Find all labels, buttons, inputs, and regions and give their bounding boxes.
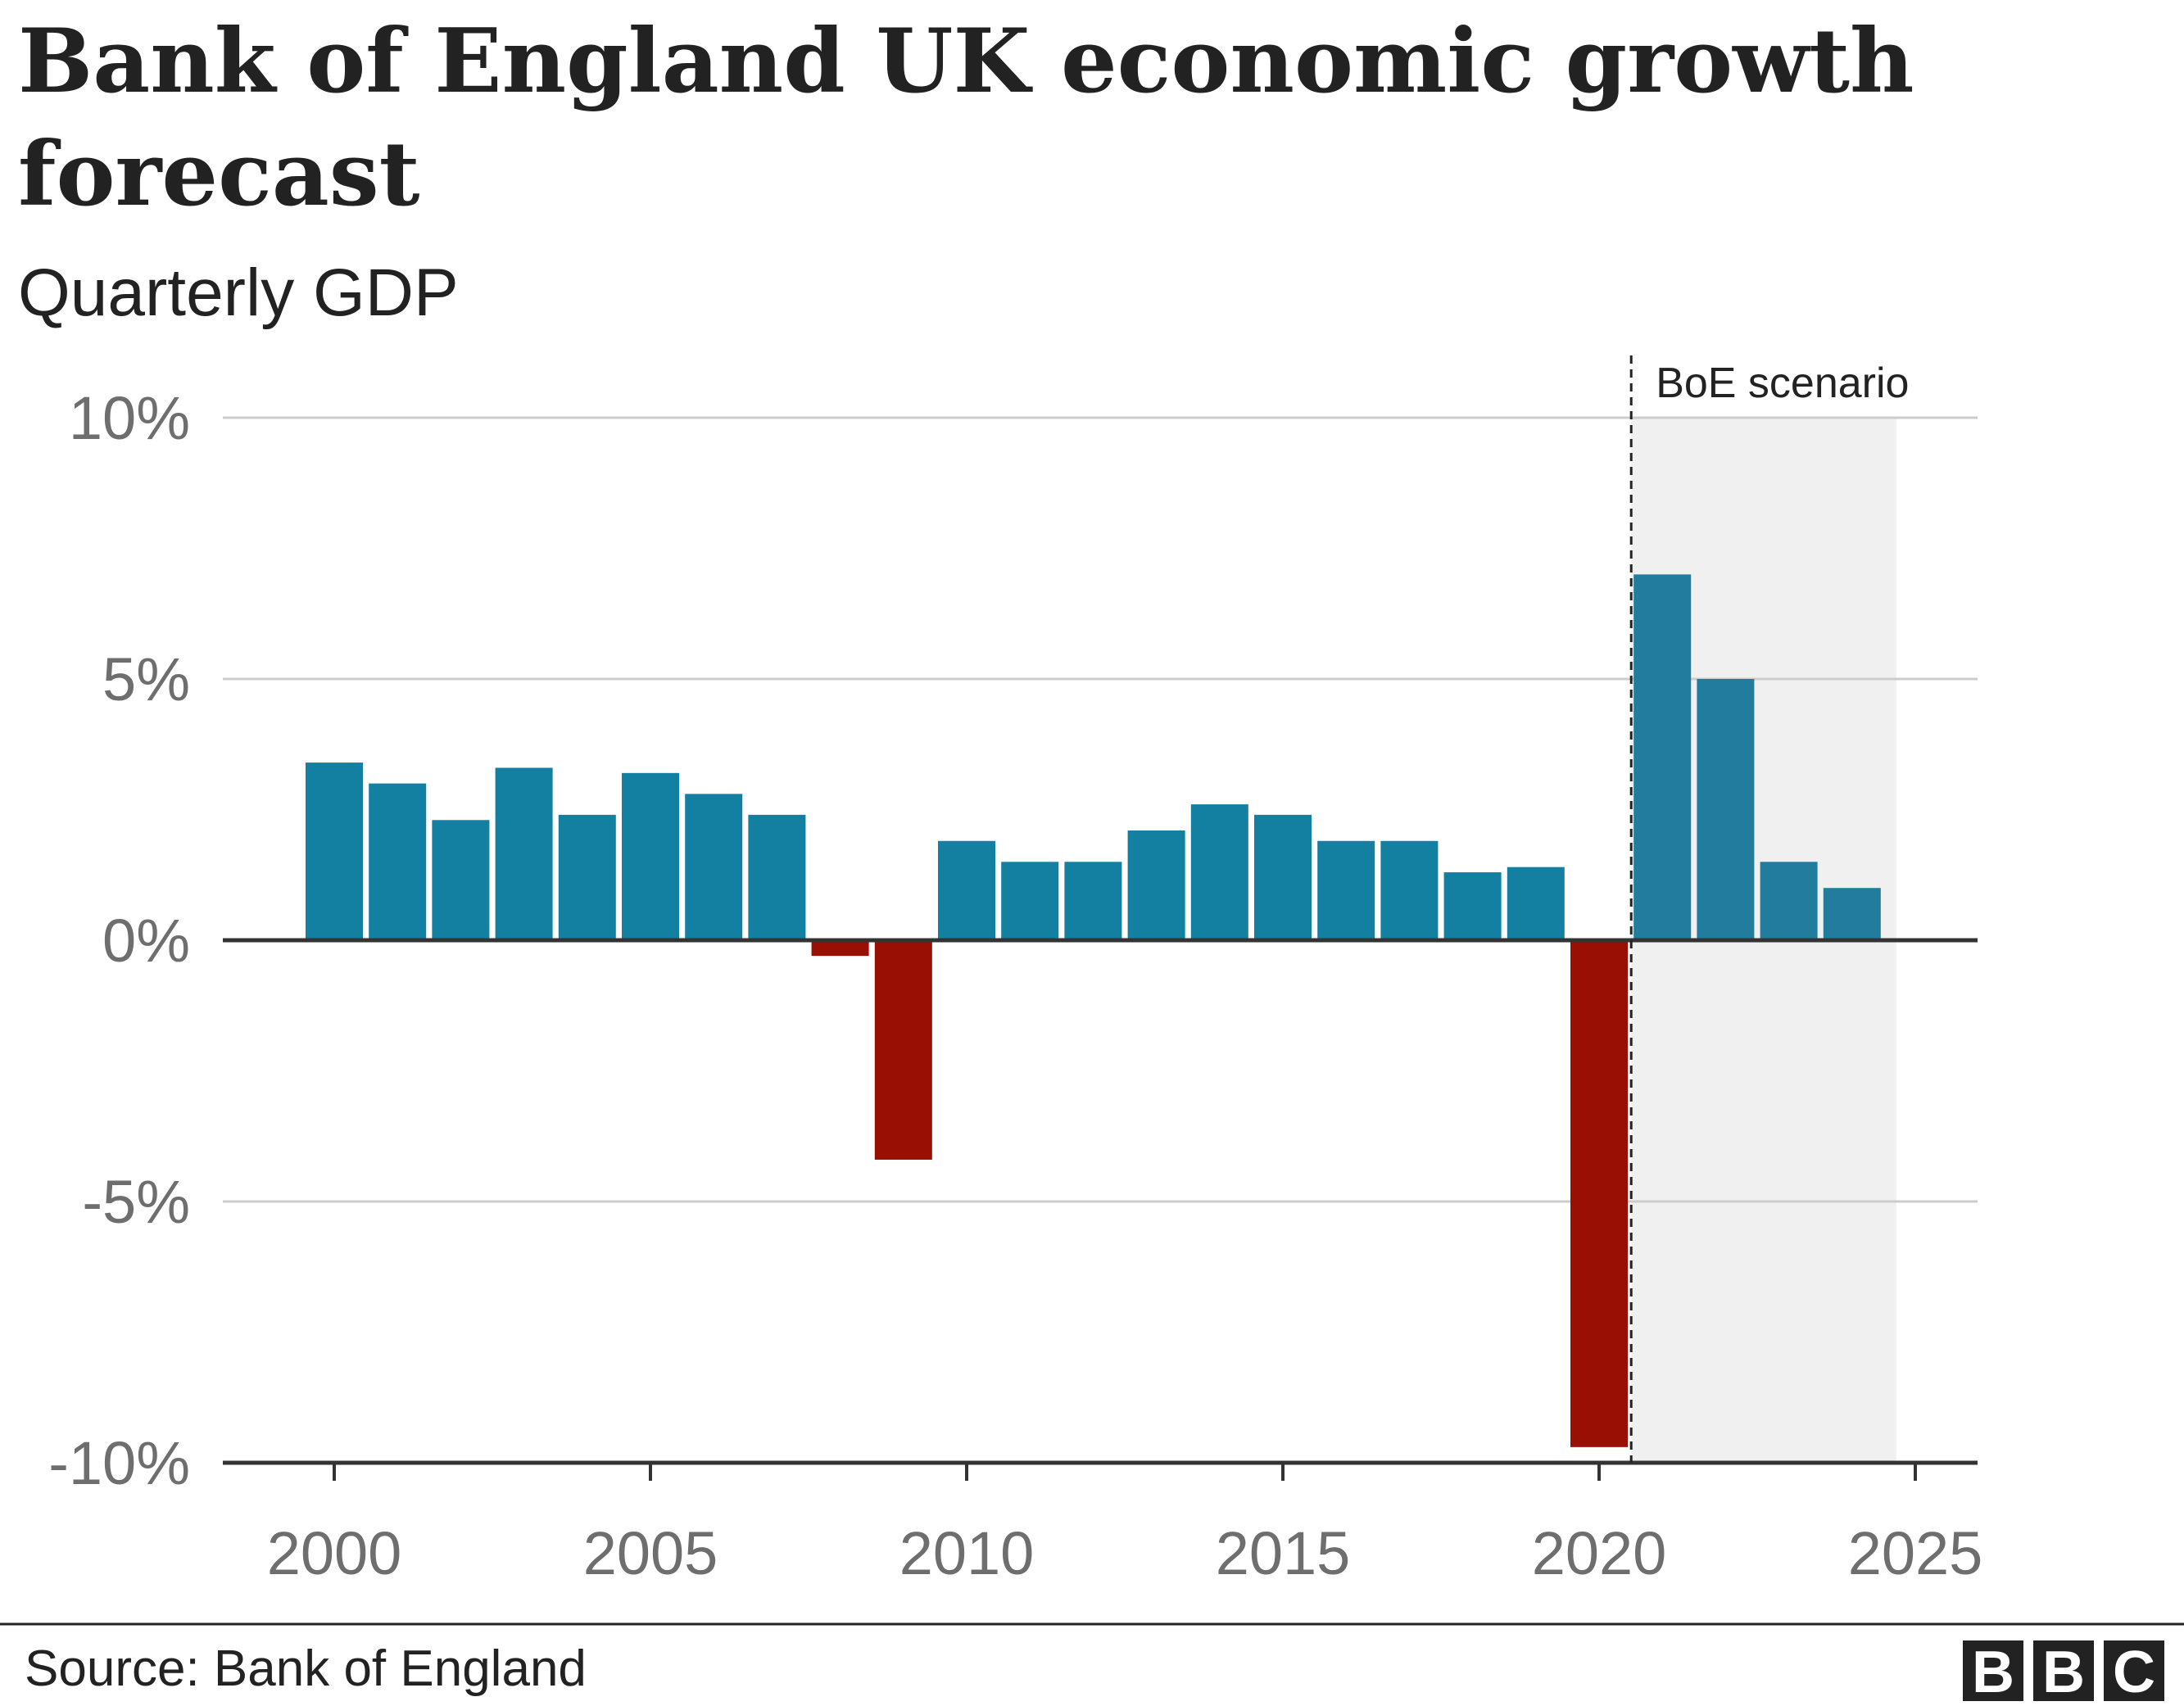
bar-2010 xyxy=(938,840,995,940)
svg-text:B: B xyxy=(2042,1640,2085,1705)
x-tick-label: 2015 xyxy=(1216,1519,1351,1587)
bar-2001 xyxy=(369,783,427,940)
bar-2021 xyxy=(1633,574,1692,940)
bbc-logo: B B C xyxy=(1963,1640,2164,1705)
plot-area: 10% 5% 0% -5% -10% 2000 2005 2010 2015 2020 2025 Bo… xyxy=(48,355,1982,1587)
bar-2018 xyxy=(1443,872,1502,940)
bar-2012 xyxy=(1064,862,1122,940)
x-tick-label: 2000 xyxy=(267,1519,402,1587)
bar-2016 xyxy=(1317,840,1375,940)
source-text: Source: Bank of England xyxy=(25,1640,587,1697)
bar-2022 xyxy=(1697,679,1755,940)
bar-2009 xyxy=(874,940,932,1160)
bar-2013 xyxy=(1127,830,1185,940)
y-tick-label: 5% xyxy=(102,645,190,713)
chart-subtitle: Quarterly GDP xyxy=(18,256,459,330)
bar-2019 xyxy=(1507,867,1565,940)
bar-2005 xyxy=(622,772,679,940)
bar-2015 xyxy=(1254,814,1312,940)
chart-title-line-2: forecast xyxy=(18,123,420,226)
svg-text:B: B xyxy=(1972,1640,2014,1705)
bar-2020 xyxy=(1570,940,1628,1447)
x-tick-label: 2010 xyxy=(899,1519,1035,1587)
bar-2023 xyxy=(1760,862,1818,940)
x-tick-label: 2005 xyxy=(583,1519,718,1587)
y-tick-label: -10% xyxy=(48,1429,190,1497)
bar-2024 xyxy=(1823,888,1881,940)
bar-2006 xyxy=(685,794,743,940)
y-tick-label: 10% xyxy=(69,384,190,452)
bar-2002 xyxy=(432,820,490,940)
bar-2000 xyxy=(306,762,363,940)
bar-2017 xyxy=(1380,840,1439,940)
x-tick-label: 2025 xyxy=(1848,1519,1983,1587)
svg-text:C: C xyxy=(2113,1640,2155,1705)
forecast-annotation: BoE scenario xyxy=(1656,360,1909,407)
y-tick-label: 0% xyxy=(102,907,190,975)
bar-2007 xyxy=(748,814,806,940)
bar-2004 xyxy=(558,814,616,940)
bar-2011 xyxy=(1001,862,1059,940)
x-tick-label: 2020 xyxy=(1532,1519,1667,1587)
chart-title-line-1: Bank of England UK economic growth xyxy=(18,10,1914,113)
bar-2014 xyxy=(1190,804,1248,940)
bar-2003 xyxy=(495,767,553,940)
bar-2008 xyxy=(811,940,869,957)
y-tick-label: -5% xyxy=(82,1168,190,1236)
